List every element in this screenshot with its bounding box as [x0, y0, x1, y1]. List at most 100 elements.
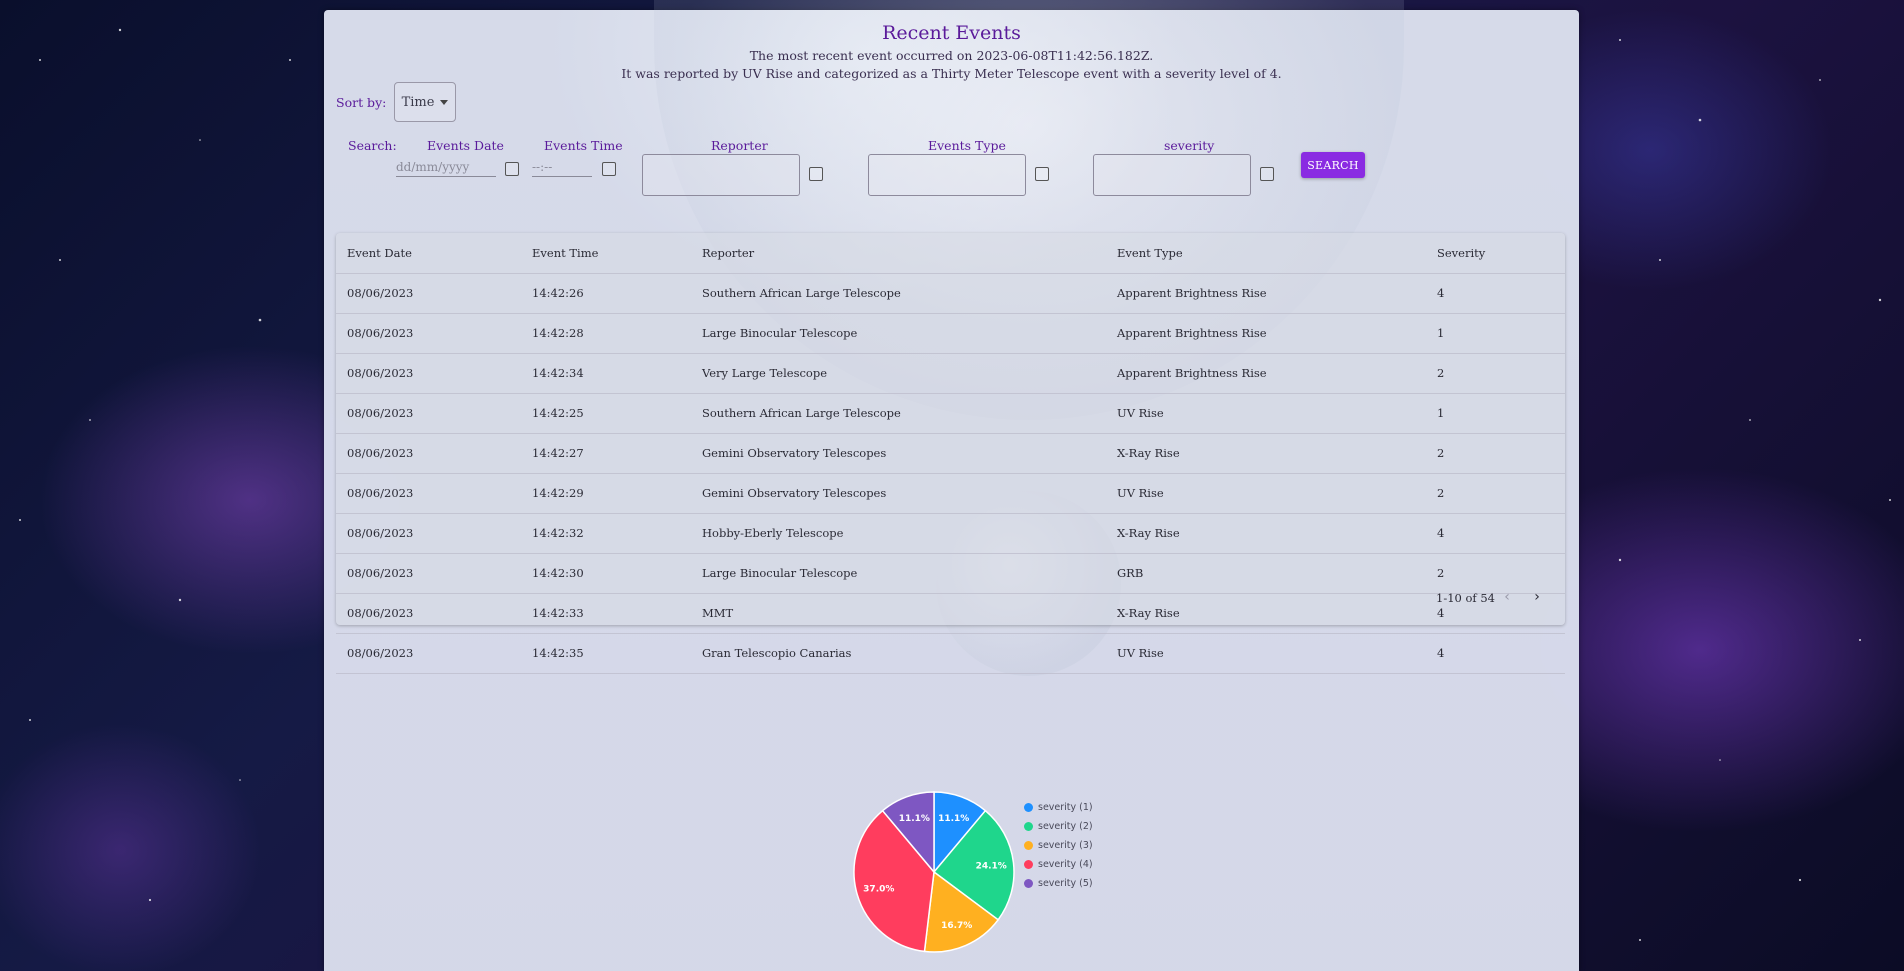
events-table: Event Date Event Time Reporter Event Typ…: [336, 233, 1565, 674]
pie-slice[interactable]: [923, 870, 1000, 953]
pie-legend: severity (1) severity (2) severity (3) seve…: [1024, 798, 1093, 893]
legend-item[interactable]: severity (5): [1024, 874, 1093, 893]
table-row[interactable]: 08/06/2023 14:42:28 Large Binocular Telesc…: [336, 313, 1565, 354]
reporter-filter-input[interactable]: [642, 154, 800, 196]
table-cell: GRB: [1117, 566, 1144, 580]
legend-label: severity (1): [1038, 802, 1093, 813]
table-row[interactable]: 08/06/2023 14:42:35 Gran Telescopio Canari…: [336, 633, 1565, 674]
table-row[interactable]: 08/06/2023 14:42:30 Large Binocular Telesc…: [336, 553, 1565, 594]
table-cell: UV Rise: [1117, 486, 1164, 500]
table-cell: 08/06/2023: [347, 646, 414, 660]
table-row[interactable]: 08/06/2023 14:42:33 MMT X-Ray Rise 4: [336, 593, 1565, 634]
severity-pie-chart: 11.1% 24.1% 16.7% 37.0% 11.1%: [853, 791, 1015, 953]
column-header[interactable]: Severity: [1437, 246, 1486, 260]
table-cell: UV Rise: [1117, 646, 1164, 660]
table-cell: X-Ray Rise: [1117, 446, 1180, 460]
table-cell: 08/06/2023: [347, 366, 414, 380]
legend-dot-icon: [1024, 803, 1033, 812]
table-cell: 08/06/2023: [347, 526, 414, 540]
time-filter-label: Events Time: [544, 138, 623, 153]
table-row[interactable]: 08/06/2023 14:42:27 Gemini Observatory Tel…: [336, 433, 1565, 474]
date-filter-input[interactable]: dd/mm/yyyy: [396, 160, 496, 177]
legend-item[interactable]: severity (3): [1024, 836, 1093, 855]
column-header[interactable]: Event Date: [347, 246, 412, 260]
table-cell: 14:42:32: [532, 526, 584, 540]
legend-label: severity (5): [1038, 878, 1093, 889]
table-cell: Gemini Observatory Telescopes: [702, 446, 887, 460]
severity-filter-checkbox[interactable]: [1260, 167, 1274, 181]
table-row[interactable]: 08/06/2023 14:42:34 Very Large Telescope Ap…: [336, 353, 1565, 394]
pie-slice[interactable]: [881, 791, 935, 875]
table-cell: 1: [1437, 326, 1445, 340]
table-cell: 08/06/2023: [347, 606, 414, 620]
page-title: Recent Events: [882, 22, 1021, 44]
table-cell: Gran Telescopio Canarias: [702, 646, 852, 660]
table-cell: Apparent Brightness Rise: [1117, 366, 1267, 380]
legend-dot-icon: [1024, 822, 1033, 831]
table-cell: 08/06/2023: [347, 406, 414, 420]
column-header[interactable]: Event Time: [532, 246, 599, 260]
date-filter-label: Events Date: [427, 138, 504, 153]
pie-slice[interactable]: [853, 809, 935, 953]
time-filter-input[interactable]: --:--: [532, 160, 592, 177]
date-filter-checkbox[interactable]: [505, 162, 519, 176]
table-cell: 14:42:29: [532, 486, 584, 500]
table-cell: Gemini Observatory Telescopes: [702, 486, 887, 500]
legend-dot-icon: [1024, 879, 1033, 888]
table-cell: 08/06/2023: [347, 446, 414, 460]
table-cell: 2: [1437, 486, 1445, 500]
table-cell: Apparent Brightness Rise: [1117, 286, 1267, 300]
table-cell: 14:42:35: [532, 646, 584, 660]
reporter-filter-label: Reporter: [711, 138, 768, 153]
reporter-filter-checkbox[interactable]: [809, 167, 823, 181]
table-cell: UV Rise: [1117, 406, 1164, 420]
pie-slice[interactable]: [932, 809, 1015, 921]
table-cell: 14:42:33: [532, 606, 584, 620]
table-cell: 14:42:28: [532, 326, 584, 340]
legend-item[interactable]: severity (2): [1024, 817, 1093, 836]
table-row[interactable]: 08/06/2023 14:42:29 Gemini Observatory Tel…: [336, 473, 1565, 514]
legend-item[interactable]: severity (4): [1024, 855, 1093, 874]
sort-select[interactable]: Time: [394, 82, 456, 122]
table-cell: Southern African Large Telescope: [702, 406, 901, 420]
type-filter-input[interactable]: [868, 154, 1026, 196]
chevron-left-icon[interactable]: ‹: [1504, 589, 1510, 605]
column-header[interactable]: Reporter: [702, 246, 755, 260]
table-row[interactable]: 08/06/2023 14:42:32 Hobby-Eberly Telescope…: [336, 513, 1565, 554]
legend-item[interactable]: severity (1): [1024, 798, 1093, 817]
table-cell: X-Ray Rise: [1117, 606, 1180, 620]
pie-slice-label: 37.0%: [863, 884, 894, 894]
table-cell: 14:42:25: [532, 406, 584, 420]
pie-slice-label: 24.1%: [976, 861, 1007, 871]
column-header[interactable]: Event Type: [1117, 246, 1183, 260]
type-filter-checkbox[interactable]: [1035, 167, 1049, 181]
table-cell: 14:42:26: [532, 286, 584, 300]
caret-down-icon: [440, 99, 449, 105]
severity-filter-input[interactable]: [1093, 154, 1251, 196]
table-cell: 4: [1437, 526, 1445, 540]
table-cell: Very Large Telescope: [702, 366, 828, 380]
table-cell: 2: [1437, 566, 1445, 580]
table-cell: 08/06/2023: [347, 566, 414, 580]
table-row[interactable]: 08/06/2023 14:42:26 Southern African Large…: [336, 273, 1565, 314]
table-cell: MMT: [702, 606, 734, 620]
table-cell: 4: [1437, 286, 1445, 300]
type-filter-label: Events Type: [928, 138, 1006, 153]
table-cell: X-Ray Rise: [1117, 526, 1180, 540]
legend-label: severity (4): [1038, 859, 1093, 870]
table-row[interactable]: 08/06/2023 14:42:25 Southern African Large…: [336, 393, 1565, 434]
table-header-row: Event Date Event Time Reporter Event Typ…: [336, 233, 1565, 274]
legend-dot-icon: [1024, 860, 1033, 869]
chevron-right-icon[interactable]: ›: [1534, 589, 1540, 605]
latest-event-details: It was reported by UV Rise and categoriz…: [621, 66, 1282, 81]
search-label: Search:: [348, 138, 397, 153]
table-cell: Hobby-Eberly Telescope: [702, 526, 844, 540]
search-button[interactable]: SEARCH: [1301, 152, 1365, 178]
sort-label: Sort by:: [336, 95, 387, 110]
main-panel: Recent Events The most recent event occu…: [324, 0, 1579, 971]
pagination-info: 1-10 of 54: [1436, 591, 1495, 605]
table-cell: 4: [1437, 646, 1445, 660]
latest-event-summary: The most recent event occurred on 2023-0…: [749, 48, 1154, 63]
time-filter-checkbox[interactable]: [602, 162, 616, 176]
